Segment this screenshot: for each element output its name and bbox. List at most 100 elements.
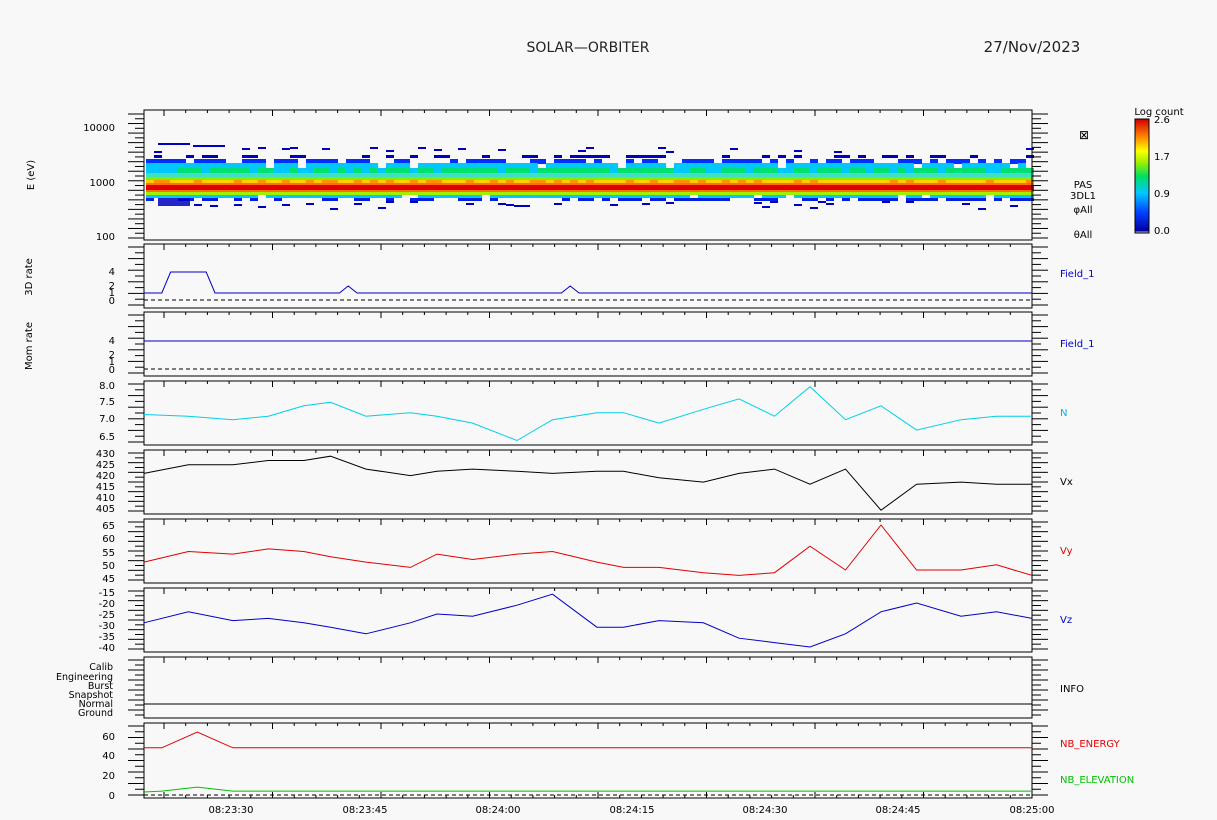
panel-frame <box>143 109 1033 241</box>
y-tick-label: 20 <box>102 771 115 782</box>
panel-frame <box>143 243 1033 309</box>
y-tick-label: 10000 <box>83 123 115 134</box>
y-tick-label: 415 <box>96 482 115 493</box>
plot-title: SOLAR—ORBITER <box>527 40 650 56</box>
x-tick-label: 08:24:15 <box>610 805 655 816</box>
y-tick-label: 7.5 <box>99 397 115 408</box>
mode-label: Snapshot <box>69 690 114 701</box>
colorbar-tick: 0.9 <box>1154 189 1170 200</box>
colorbar-tick: 0.0 <box>1154 226 1170 237</box>
series-line-nb-energy <box>144 731 1032 749</box>
y-tick-label: 60 <box>102 534 115 545</box>
y-tick-label: 1 <box>109 357 115 368</box>
y-tick-label: 4 <box>109 336 115 347</box>
side-label: 3DL1 <box>1070 191 1096 202</box>
panel-frame <box>143 518 1033 584</box>
y-tick-label: -30 <box>99 621 115 632</box>
panel-frame <box>143 380 1033 446</box>
series-label: Vx <box>1060 477 1073 488</box>
y-tick-label: 50 <box>102 561 115 572</box>
mode-label: Calib <box>89 662 113 673</box>
x-tick-label: 08:24:45 <box>876 805 921 816</box>
panel-frame <box>143 656 1033 719</box>
y-tick-label: 0 <box>109 365 115 376</box>
y-tick-label: 55 <box>102 548 115 559</box>
series-label: NB_ELEVATION <box>1060 775 1134 786</box>
x-axis: 08:23:30 08:23:45 08:24:00 08:24:15 08:2… <box>209 805 1055 816</box>
shield-icon: ⊠ <box>1079 128 1089 142</box>
panel-frame <box>143 449 1033 515</box>
panel-frame <box>143 722 1033 799</box>
tick-marks <box>128 110 1048 798</box>
panel-vy: 65 60 55 50 45 Vy <box>102 518 1073 585</box>
y-tick-label: 425 <box>96 460 115 471</box>
panel-nb: 60 40 20 0 NB_ENERGY NB_ELEVATION <box>102 722 1134 802</box>
y-tick-label: 4 <box>109 267 115 278</box>
y-tick-label: 1000 <box>90 178 115 189</box>
y-tick-label: 40 <box>102 751 115 762</box>
colorbar-scale <box>1134 118 1150 234</box>
y-tick-label: 2 <box>109 350 115 361</box>
y-tick-label: -35 <box>99 632 115 643</box>
y-tick-label: 100 <box>96 232 115 243</box>
y-tick-label: 1 <box>109 288 115 299</box>
series-label: N <box>1060 408 1067 419</box>
colorbar-tick: 1.7 <box>1154 152 1170 163</box>
series-line-nb-elevation <box>143 786 1032 793</box>
side-label: θAll <box>1074 230 1093 241</box>
y-tick-label: 405 <box>96 504 115 515</box>
mode-label: Engineering <box>56 672 113 683</box>
series-label: Field_1 <box>1060 269 1094 280</box>
series-label: Vz <box>1060 615 1072 626</box>
y-tick-label: -15 <box>99 588 115 599</box>
x-tick-label: 08:23:30 <box>209 805 254 816</box>
series-line-vx <box>143 455 1032 511</box>
y-tick-label: 410 <box>96 493 115 504</box>
series-line-n <box>143 386 1032 442</box>
y-tick-label: -25 <box>99 610 115 621</box>
series-label: NB_ENERGY <box>1060 739 1121 750</box>
y-tick-label: -20 <box>99 599 115 610</box>
panel-frame <box>143 311 1033 377</box>
mode-label: Burst <box>88 681 113 692</box>
panel-vz: -15 -20 -25 -30 -35 -40 Vz <box>99 587 1072 654</box>
y-tick-label: 45 <box>102 574 115 585</box>
y-tick-label: 6.5 <box>99 432 115 443</box>
y-tick-label: 430 <box>96 449 115 460</box>
x-tick-label: 08:24:30 <box>743 805 788 816</box>
y-tick-label: 420 <box>96 471 115 482</box>
mode-label: Ground <box>78 708 113 719</box>
colorbar: Log count 2.6 1.7 0.9 0.0 <box>1134 107 1183 237</box>
side-label: PAS <box>1074 180 1093 191</box>
x-tick-label: 08:23:45 <box>343 805 388 816</box>
energy-spectrogram <box>146 143 1034 210</box>
y-tick-label: 7.0 <box>99 414 115 425</box>
y-axis-label: 3D rate <box>24 258 35 296</box>
x-tick-label: 08:24:00 <box>476 805 521 816</box>
series-label: INFO <box>1060 684 1084 695</box>
series-line-field1 <box>144 271 1032 294</box>
y-tick-label: 65 <box>102 521 115 532</box>
y-tick-label: 0 <box>109 791 115 802</box>
y-tick-label: 8.0 <box>99 381 115 392</box>
plot-date: 27/Nov/2023 <box>984 38 1081 56</box>
y-tick-label: -40 <box>99 643 115 654</box>
panel-density: 8.0 7.5 7.0 6.5 N <box>99 380 1067 446</box>
series-line-vy <box>143 524 1033 576</box>
series-label: Vy <box>1060 546 1073 557</box>
mode-label: Normal <box>79 699 113 710</box>
series-line-vz <box>143 593 1033 648</box>
panel-vx: 430 425 420 415 410 405 Vx <box>96 449 1073 515</box>
panel-mom-rate: Mom rate 4 2 1 0 Field_1 <box>24 311 1094 377</box>
side-label: φAll <box>1074 205 1093 216</box>
x-tick-label: 08:25:00 <box>1010 805 1055 816</box>
panel-mode: Calib Engineering Burst Snapshot Normal … <box>56 656 1084 719</box>
y-tick-label: 2 <box>109 281 115 292</box>
colorbar-tick: 2.6 <box>1154 115 1170 126</box>
colorbar-title: Log count <box>1134 107 1183 118</box>
panel-energy: E (eV) 10000 1000 100 ⊠ PAS 3DL1 φAll θA… <box>26 109 1096 243</box>
series-label: Field_1 <box>1060 339 1094 350</box>
y-axis-label: E (eV) <box>26 160 37 190</box>
y-tick-label: 0 <box>109 296 115 307</box>
